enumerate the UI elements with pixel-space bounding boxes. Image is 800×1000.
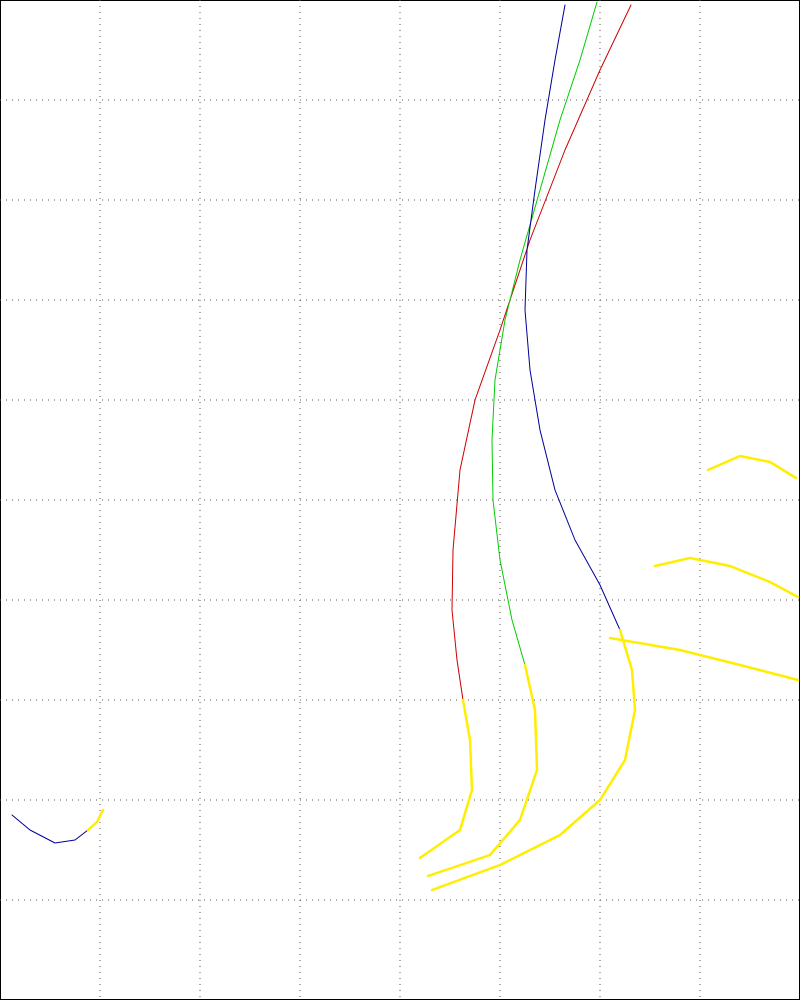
trajectory [86,808,105,832]
trajectory [653,556,800,599]
trajectory [451,4,632,701]
trajectory [426,663,539,878]
trajectory [418,698,474,860]
trajectory [491,1,598,666]
trajectory [430,628,637,892]
trajectory [706,454,798,480]
trajectory [524,4,621,631]
trajectory [608,636,800,682]
trajectory [11,814,89,844]
